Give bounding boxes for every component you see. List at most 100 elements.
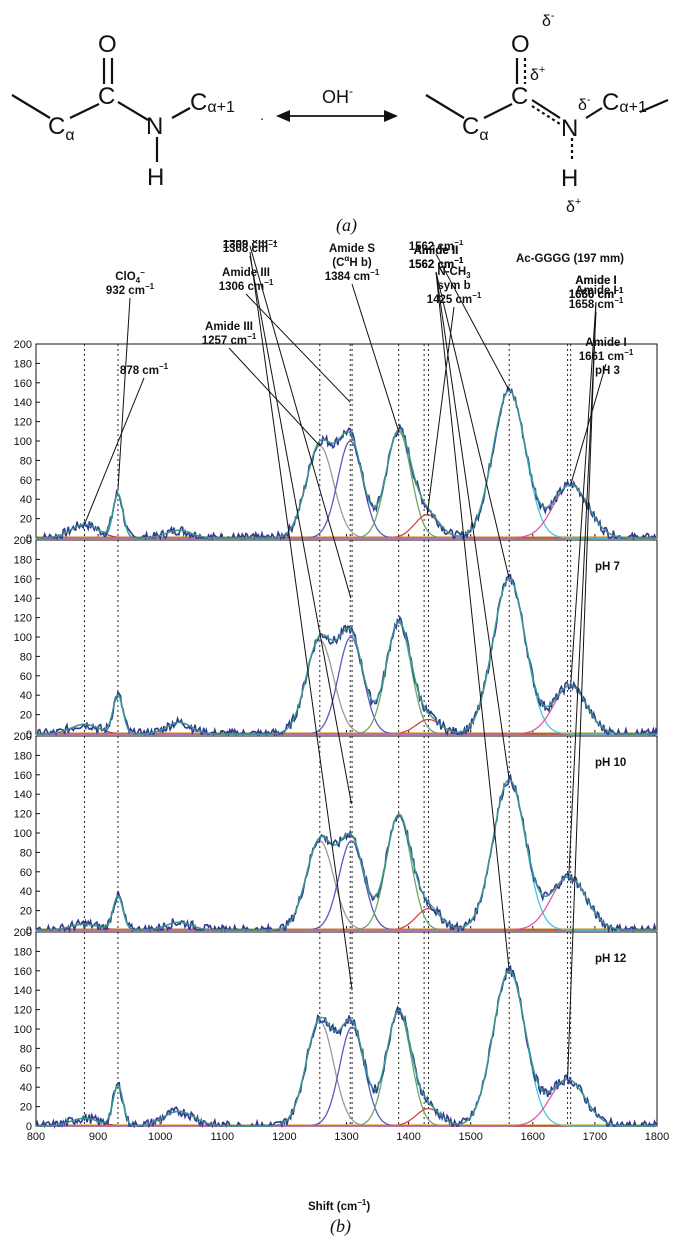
- panel-ph-3: 0 20 40 60 80 100 120 140 160 180 200 pH 3 Amide III…: [14, 240, 658, 545]
- peak-annotation: Amide III1308 cm−1: [223, 240, 352, 804]
- y-tick-label: 0: [26, 925, 32, 937]
- component-peak-1257: [36, 639, 657, 735]
- svg-text:932 cm−1: 932 cm−1: [106, 282, 155, 297]
- y-tick-label: 180: [14, 750, 32, 762]
- svg-text:Amide I: Amide I: [575, 285, 617, 297]
- y-tick-label: 160: [14, 574, 32, 586]
- component-peak-1562: [36, 389, 657, 539]
- raw-spectrum: [35, 773, 657, 933]
- svg-text:Amide II: Amide II: [414, 245, 459, 257]
- spectra-panels: 0 20 40 60 80 100 120 140 160 180 200 pH 3 Amide III…: [14, 240, 658, 1133]
- x-axis-label: Shift (cm−1): [308, 1198, 370, 1213]
- x-axis: 800 900 1000 1100 1200 1300 1400 1500 1600 1700 18…: [27, 1131, 669, 1143]
- y-tick-label: 80: [20, 455, 32, 467]
- y-tick-label: 140: [14, 985, 32, 997]
- leader-line: [567, 301, 597, 1080]
- y-tick-label: 200: [14, 731, 32, 743]
- scheme-left-c: C: [98, 83, 115, 110]
- y-tick-label: 200: [14, 927, 32, 939]
- component-peak-1562: [36, 578, 657, 735]
- y-tick-label: 80: [20, 847, 32, 859]
- equilibrium-arrow: [276, 110, 398, 122]
- svg-text:sym b: sym b: [437, 280, 470, 292]
- y-tick-label: 160: [14, 770, 32, 782]
- svg-text:1308 cm−1: 1308 cm−1: [223, 240, 278, 255]
- svg-text:1384 cm−1: 1384 cm−1: [325, 268, 380, 283]
- fitted-spectrum: [36, 578, 657, 735]
- svg-text:878 cm−1: 878 cm−1: [120, 362, 169, 377]
- svg-text:1309 cm−1: 1309 cm−1: [223, 240, 278, 251]
- panel-ph-12: 0 20 40 60 80 100 120 140 160 180 200 pH 12 Amide II…: [14, 240, 658, 1133]
- svg-text:1656 cm−1: 1656 cm−1: [569, 286, 624, 301]
- x-tick-label: 800: [27, 1131, 45, 1143]
- peak-annotation: Amide III1309 cm−1: [223, 240, 353, 991]
- leader-line: [249, 255, 352, 804]
- y-tick-label: 100: [14, 436, 32, 448]
- raw-spectrum: [36, 573, 658, 737]
- x-tick-label: 1600: [521, 1131, 545, 1143]
- svg-text:1562 cm−1: 1562 cm−1: [409, 256, 464, 271]
- peak-annotation: ClO4−932 cm−1: [106, 268, 155, 490]
- svg-text:1306 cm−1: 1306 cm−1: [219, 278, 274, 293]
- x-tick-label: 1300: [334, 1131, 358, 1143]
- y-tick-label: 180: [14, 358, 32, 370]
- h-partial-charge: δ+: [566, 196, 581, 216]
- scheme-left-n: N: [146, 113, 163, 140]
- n-partial-charge: δ-: [578, 94, 591, 114]
- component-peak-1562: [36, 778, 657, 931]
- y-tick-label: 60: [20, 475, 32, 487]
- scheme-right-h: H: [561, 165, 578, 192]
- o-partial-charge: δ-: [542, 10, 555, 30]
- peak-annotation: Amide S(CαH b)1384 cm−1: [325, 243, 400, 432]
- raman-spectra-chart: Ac-GGGG (197 mm) 0 20 40 60 80 100 120 140 160 18…: [14, 240, 670, 1237]
- y-tick-label: 120: [14, 1005, 32, 1017]
- svg-text:Amide S: Amide S: [329, 243, 375, 255]
- y-tick-label: 20: [20, 710, 32, 722]
- leader-line: [435, 271, 510, 579]
- svg-text:Amide I: Amide I: [585, 337, 627, 349]
- svg-text:1425 cm−1: 1425 cm−1: [427, 291, 482, 306]
- peak-annotation: Amide III1307 cm−1: [223, 240, 352, 599]
- svg-text:Amide I: Amide I: [575, 275, 617, 287]
- leader-line: [83, 377, 145, 525]
- y-tick-label: 120: [14, 417, 32, 429]
- leader-line: [117, 297, 131, 490]
- x-tick-label: 1100: [210, 1131, 234, 1143]
- x-tick-label: 1200: [272, 1131, 296, 1143]
- y-tick-label: 180: [14, 946, 32, 958]
- y-tick-label: 140: [14, 593, 32, 605]
- svg-text:1660 cm−1: 1660 cm−1: [569, 286, 624, 301]
- ph-label: pH 3: [595, 365, 620, 377]
- leader-line: [351, 283, 400, 432]
- leader-line: [435, 271, 510, 971]
- component-peak-1257: [36, 840, 657, 931]
- fitted-spectrum: [36, 778, 657, 931]
- y-tick-label: 60: [20, 867, 32, 879]
- leader-line: [570, 301, 597, 686]
- scheme-left-o: O: [98, 31, 117, 58]
- y-tick-label: 40: [20, 494, 32, 506]
- leader-line: [568, 311, 597, 877]
- svg-text:1562 cm−1: 1562 cm−1: [409, 256, 464, 271]
- y-tick-label: 20: [20, 514, 32, 526]
- leader-line: [426, 306, 455, 515]
- ph-label: pH 12: [595, 953, 626, 965]
- leader-line: [249, 245, 352, 599]
- scheme-left-ca1: Cα+1: [190, 89, 235, 116]
- y-tick-label: 40: [20, 886, 32, 898]
- component-peak-932: [36, 493, 657, 539]
- leader-line: [228, 347, 321, 447]
- scheme-left-h: H: [147, 164, 164, 191]
- svg-text:Amide II: Amide II: [414, 245, 459, 257]
- y-tick-label: 200: [14, 339, 32, 351]
- scheme-right-o: O: [511, 31, 530, 58]
- x-tick-label: 1000: [148, 1131, 172, 1143]
- y-tick-label: 120: [14, 613, 32, 625]
- y-tick-label: 160: [14, 378, 32, 390]
- component-peak-1384: [36, 814, 657, 931]
- ph-label: pH 7: [595, 561, 620, 573]
- y-tick-label: 140: [14, 397, 32, 409]
